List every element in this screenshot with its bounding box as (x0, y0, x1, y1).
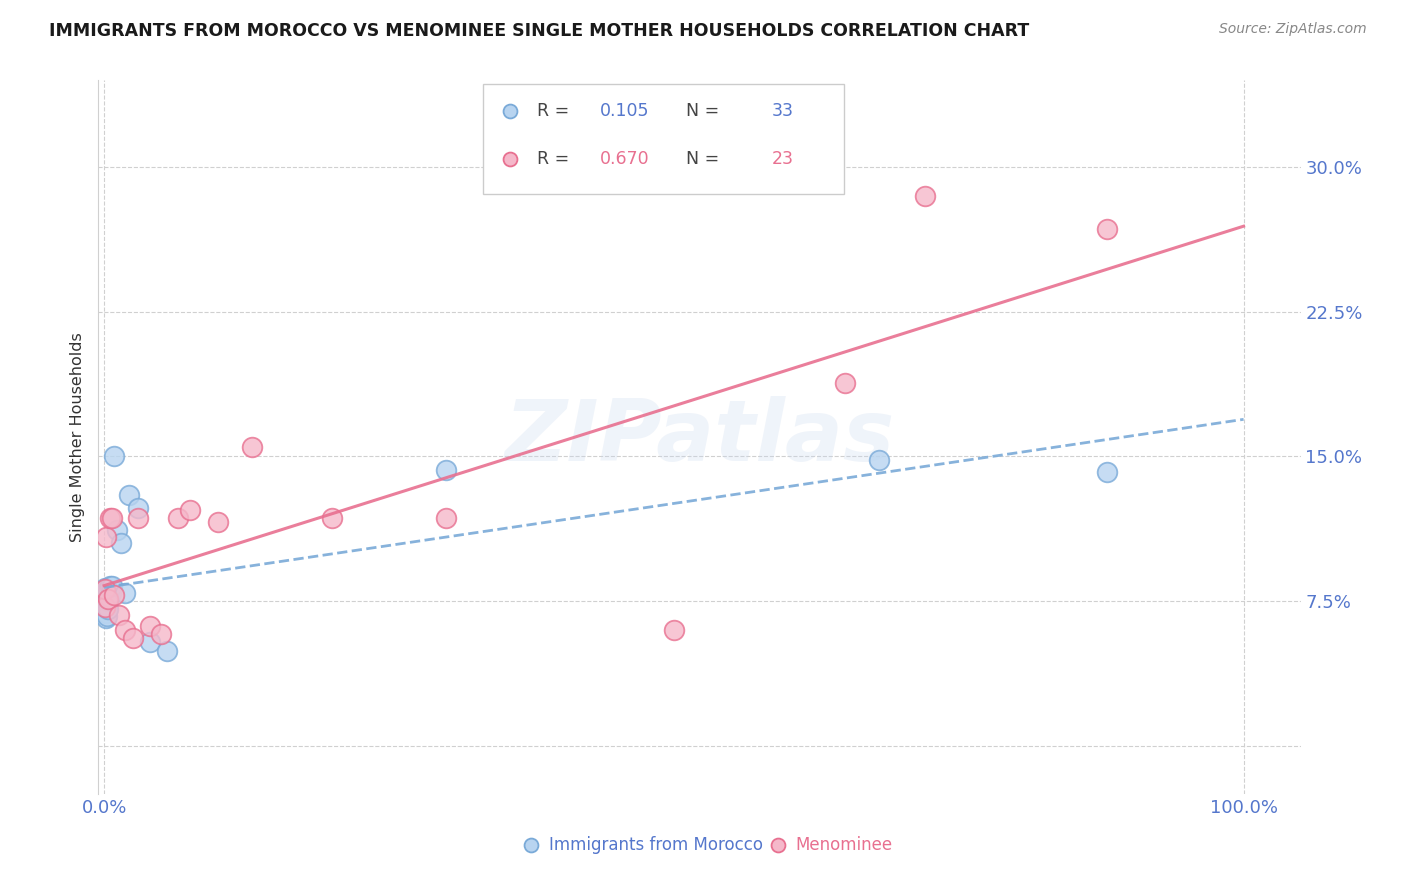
Point (321, 511, 343, 525)
Point (98, 511, 121, 525)
Point (93, 588, 115, 602)
Point (96, 609, 118, 624)
Point (434, 463, 457, 477)
Point (103, 588, 125, 602)
Text: N =: N = (675, 150, 725, 168)
Point (96, 594, 118, 608)
Point (96, 584, 118, 599)
Point (914, 189, 936, 203)
Point (96, 601, 118, 615)
Point (114, 586, 136, 600)
Point (103, 450, 125, 464)
Text: R =: R = (537, 102, 575, 120)
Point (1095, 465, 1118, 479)
Point (97, 590, 120, 604)
Point (240, 440, 263, 454)
Point (94, 601, 117, 615)
Point (94, 592, 117, 607)
Point (93, 599, 115, 614)
Point (434, 511, 457, 525)
Text: Immigrants from Morocco: Immigrants from Morocco (550, 837, 763, 855)
Point (156, 644, 179, 658)
Point (93, 592, 115, 607)
Point (100, 586, 122, 600)
Point (97, 601, 120, 615)
Point (96, 611, 118, 625)
Point (105, 523, 128, 537)
Text: N =: N = (675, 102, 725, 120)
Point (94, 588, 117, 602)
Point (114, 623, 136, 637)
Point (138, 619, 160, 633)
Text: Menominee: Menominee (796, 837, 893, 855)
Point (179, 503, 201, 517)
Point (121, 631, 143, 645)
Point (150, 627, 173, 641)
Point (110, 536, 132, 550)
Text: ZIPatlas: ZIPatlas (505, 395, 894, 479)
FancyBboxPatch shape (484, 84, 844, 194)
Point (94, 582, 117, 597)
Point (868, 453, 890, 467)
Text: 0.670: 0.670 (600, 150, 650, 168)
Point (167, 511, 190, 525)
Point (207, 515, 229, 529)
Point (662, 623, 685, 637)
Point (127, 511, 149, 525)
Point (118, 488, 141, 502)
Point (98, 578, 121, 592)
Point (101, 511, 124, 525)
Point (127, 501, 149, 516)
Point (94, 599, 117, 614)
Point (1095, 221, 1118, 235)
Point (96, 530, 118, 544)
Point (96, 584, 118, 599)
Text: IMMIGRANTS FROM MOROCCO VS MENOMINEE SINGLE MOTHER HOUSEHOLDS CORRELATION CHART: IMMIGRANTS FROM MOROCCO VS MENOMINEE SIN… (49, 22, 1029, 40)
Point (96, 596, 118, 610)
Point (834, 376, 856, 390)
Point (108, 607, 131, 622)
Point (101, 578, 124, 592)
Y-axis label: Single Mother Households: Single Mother Households (70, 332, 86, 542)
Point (94, 581, 117, 595)
Point (94, 596, 117, 610)
Point (96, 592, 118, 607)
Text: 23: 23 (772, 150, 793, 168)
Point (138, 634, 160, 648)
Text: Source: ZipAtlas.com: Source: ZipAtlas.com (1219, 22, 1367, 37)
Point (94, 606, 117, 620)
Text: 0.105: 0.105 (600, 102, 650, 120)
Text: 33: 33 (772, 102, 793, 120)
Text: R =: R = (537, 150, 575, 168)
Point (94, 598, 117, 612)
